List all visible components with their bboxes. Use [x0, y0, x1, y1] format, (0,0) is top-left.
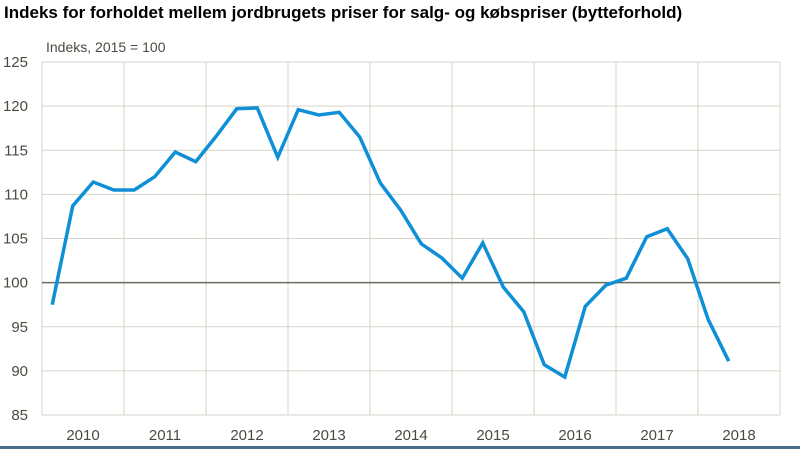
y-tick-label: 120: [3, 98, 28, 115]
x-tick-label: 2017: [640, 427, 673, 444]
y-tick-label: 105: [3, 231, 28, 248]
x-tick-label: 2014: [394, 427, 427, 444]
y-tick-label: 95: [11, 319, 28, 336]
y-axis-label: Indeks, 2015 = 100: [46, 39, 166, 55]
x-tick-label: 2015: [476, 427, 509, 444]
y-tick-label: 125: [3, 54, 28, 71]
y-tick-label: 100: [3, 275, 28, 292]
x-tick-label: 2016: [558, 427, 591, 444]
chart-title: Indeks for forholdet mellem jordbrugets …: [4, 3, 683, 22]
y-tick-label: 110: [4, 186, 28, 203]
y-tick-label: 115: [4, 142, 28, 159]
x-tick-label: 2012: [230, 427, 263, 444]
y-tick-label: 90: [11, 363, 28, 380]
x-tick-label: 2018: [722, 427, 755, 444]
series-line: [50, 106, 731, 380]
y-tick-label: 85: [11, 407, 28, 424]
bottom-border: [0, 446, 800, 449]
x-tick-label: 2011: [149, 427, 181, 444]
x-tick-label: 2010: [66, 427, 99, 444]
x-tick-label: 2013: [312, 427, 345, 444]
